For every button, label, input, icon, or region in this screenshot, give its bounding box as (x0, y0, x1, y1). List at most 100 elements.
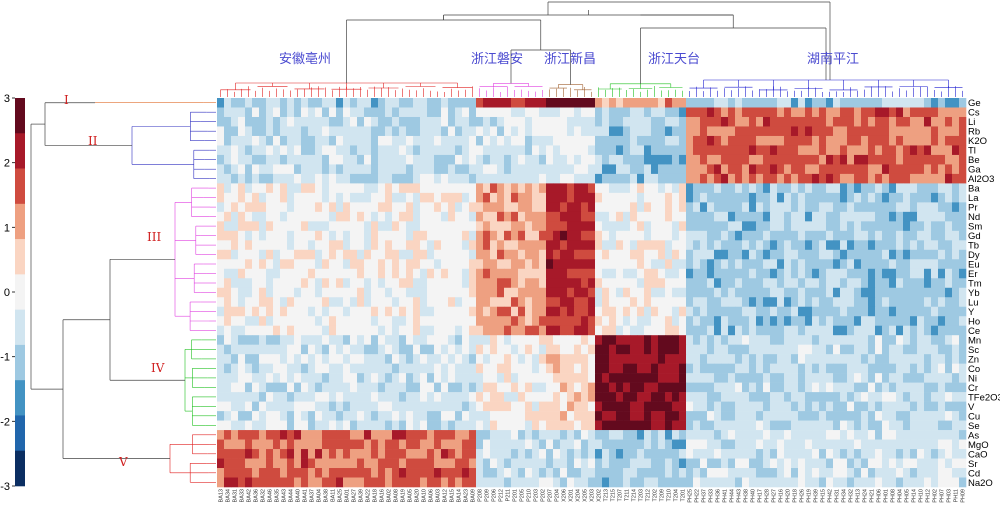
heatmap-cell (469, 278, 477, 289)
heatmap-cell (910, 230, 918, 241)
column-label: X201 (569, 489, 575, 502)
heatmap-cell (805, 335, 813, 345)
heatmap-cell (889, 439, 897, 450)
heatmap-cell (693, 458, 701, 469)
heatmap-cell (350, 401, 358, 412)
heatmap-cell (553, 439, 561, 450)
row-dendrogram (30, 102, 216, 483)
heatmap-cell (490, 439, 498, 450)
column-label: BA18 (373, 489, 379, 502)
heatmap-cell (770, 259, 778, 270)
heatmap-cell (819, 306, 827, 317)
heatmap-cell (882, 173, 890, 184)
heatmap-cell (693, 316, 701, 327)
heatmap-cell (728, 420, 736, 431)
heatmap-cell (889, 183, 897, 194)
heatmap-cell (238, 240, 246, 251)
heatmap-cell (343, 154, 351, 165)
heatmap-cell (511, 401, 519, 412)
heatmap-cell (553, 278, 561, 289)
heatmap-cell (742, 287, 750, 298)
heatmap-cell (273, 297, 281, 308)
heatmap-cell (434, 211, 442, 222)
heatmap-cell (420, 183, 428, 194)
heatmap-cell (385, 154, 393, 165)
heatmap-cell (784, 382, 792, 393)
heatmap-cell (497, 411, 505, 421)
heatmap-cell (602, 268, 610, 279)
heatmap-cell (630, 268, 638, 279)
heatmap-cell (371, 335, 379, 345)
heatmap-cell (413, 411, 421, 421)
heatmap-cell (378, 98, 386, 108)
heatmap-cell (406, 268, 414, 279)
heatmap-cell (707, 363, 715, 374)
heatmap-cell (364, 344, 372, 355)
heatmap-cell (630, 373, 638, 383)
heatmap-cell (231, 211, 239, 222)
heatmap-cell (721, 126, 729, 137)
heatmap-cell (259, 430, 267, 440)
heatmap-cell (308, 306, 316, 317)
heatmap-cell (252, 135, 260, 146)
heatmap-cell (938, 392, 946, 402)
heatmap-cell (910, 249, 918, 260)
heatmap-cell (217, 240, 225, 251)
heatmap-cell (931, 249, 939, 260)
heatmap-cell (735, 211, 743, 222)
heatmap-cell (889, 126, 897, 137)
heatmap-cell (343, 373, 351, 383)
heatmap-cell (357, 287, 365, 298)
heatmap-cell (448, 420, 456, 431)
heatmap-cell (469, 211, 477, 222)
heatmap-cell (756, 116, 764, 127)
heatmap-cell (728, 145, 736, 156)
heatmap-cell (798, 183, 806, 194)
heatmap-cell (441, 278, 449, 289)
heatmap-cell (567, 439, 575, 450)
heatmap-cell (672, 468, 680, 478)
heatmap-cell (805, 373, 813, 383)
heatmap-cell (546, 297, 554, 308)
heatmap-cell (742, 135, 750, 146)
heatmap-cell (728, 173, 736, 184)
heatmap-cell (910, 287, 918, 298)
heatmap-cell (574, 458, 582, 469)
heatmap-cell (784, 192, 792, 203)
heatmap-cell (427, 354, 435, 364)
heatmap-cell (798, 401, 806, 412)
heatmap-cell (385, 278, 393, 289)
heatmap-cell (903, 249, 911, 260)
heatmap-cell (910, 107, 918, 118)
heatmap-cell (728, 363, 736, 374)
heatmap-cell (959, 449, 967, 459)
heatmap-cell (777, 107, 785, 118)
heatmap-cell (721, 183, 729, 194)
heatmap-cell (861, 468, 869, 478)
heatmap-cell (469, 230, 477, 241)
heatmap-cell (959, 392, 967, 402)
heatmap-cell (630, 154, 638, 165)
heatmap-cell (497, 306, 505, 317)
heatmap-cell (231, 278, 239, 289)
heatmap-cell (616, 126, 624, 137)
heatmap-cell (693, 154, 701, 165)
heatmap-cell (679, 335, 687, 345)
heatmap-cell (455, 211, 463, 222)
heatmap-cell (301, 468, 309, 478)
row-label: Tb (968, 241, 979, 252)
heatmap-cell (406, 183, 414, 194)
heatmap-cell (938, 116, 946, 127)
heatmap-cell (266, 249, 274, 260)
heatmap-cell (945, 420, 953, 431)
heatmap-cell (700, 411, 708, 421)
heatmap-cell (903, 154, 911, 165)
heatmap-cell (917, 449, 925, 459)
heatmap-cell (833, 468, 841, 478)
heatmap-cell (889, 458, 897, 469)
heatmap-cell (770, 306, 778, 317)
heatmap-cell (693, 259, 701, 270)
heatmap-cell (644, 249, 652, 260)
heatmap-cell (322, 344, 330, 355)
heatmap-cell (252, 211, 260, 222)
